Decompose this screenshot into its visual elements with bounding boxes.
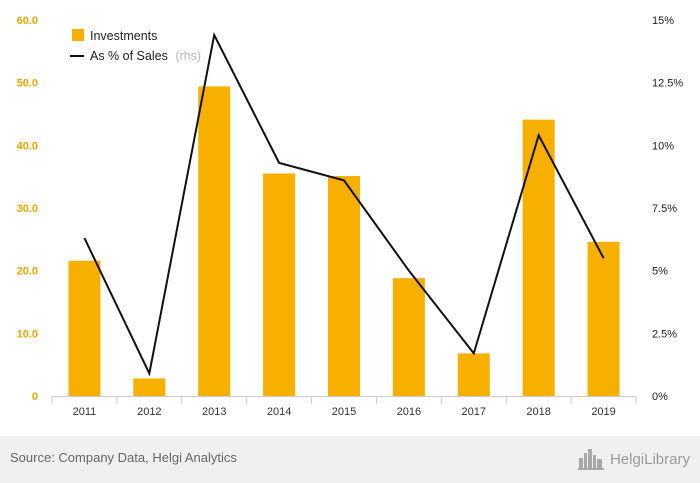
bar-2018 — [522, 119, 555, 396]
bar-2015 — [328, 176, 360, 396]
left-y-tick-label: 60.0 — [17, 15, 38, 27]
left-y-tick-label: 0 — [32, 391, 38, 403]
city-skyline-icon — [577, 449, 604, 470]
right-y-tick-label: 5% — [652, 266, 668, 278]
left-y-tick-label: 10.0 — [17, 328, 38, 340]
left-y-tick-label: 40.0 — [17, 140, 38, 152]
x-tick-label: 2018 — [526, 406, 550, 418]
x-tick-label: 2017 — [462, 406, 486, 418]
x-tick-label: 2016 — [397, 406, 421, 418]
right-y-tick-label: 10% — [652, 140, 674, 152]
x-tick-label: 2011 — [73, 406, 97, 418]
left-y-tick-label: 50.0 — [17, 78, 38, 90]
bar-2013 — [198, 86, 231, 396]
bar-2017 — [457, 353, 490, 396]
right-y-tick-label: 12.5% — [652, 78, 683, 90]
helgi-library-logo[interactable]: HelgiLibrary — [577, 448, 690, 470]
logo-text: HelgiLibrary — [609, 450, 690, 468]
x-tick-label: 2013 — [202, 406, 226, 418]
bar-2011 — [68, 260, 101, 396]
legend-bar-label: Investments — [90, 29, 157, 43]
source-note: Source: Company Data, Helgi Analytics — [10, 450, 237, 465]
right-y-tick-label: 2.5% — [652, 328, 677, 340]
legend-line-text: As % of Sales — [90, 49, 168, 63]
legend-bar-swatch — [72, 29, 84, 41]
x-tick-label: 2012 — [137, 406, 161, 418]
right-y-axis: 0% 2.5% 5% 7.5% 10% 12.5% 15% — [652, 15, 683, 403]
chart-footer: Source: Company Data, Helgi Analytics He… — [0, 436, 700, 483]
legend-line-label: As % of Sales (rhs) — [90, 49, 201, 63]
right-y-tick-label: 0% — [652, 391, 668, 403]
x-axis: 2011 2012 2013 2014 2015 2016 2017 2018 2019 — [51, 396, 637, 418]
right-y-tick-label: 7.5% — [652, 203, 677, 215]
line-series — [83, 31, 605, 377]
bar-2012 — [133, 378, 166, 396]
chart-legend: Investments As % of Sales (rhs) — [70, 29, 201, 63]
bar-2016 — [392, 278, 425, 396]
left-y-axis: 0 10.0 20.0 30.0 40.0 50.0 60.0 — [17, 15, 38, 403]
combo-chart: 2011 2012 2013 2014 2015 2016 2017 2018 2019 0 10… — [17, 15, 684, 418]
legend-rhs-note: (rhs) — [175, 49, 201, 63]
x-tick-label: 2019 — [591, 406, 615, 418]
x-tick-label: 2015 — [332, 406, 356, 418]
x-tick-label: 2014 — [267, 406, 291, 418]
bar-2014 — [263, 173, 296, 396]
right-y-tick-label: 15% — [652, 15, 674, 27]
left-y-tick-label: 20.0 — [17, 266, 38, 278]
bar-series — [68, 86, 620, 396]
bar-2019 — [587, 241, 620, 396]
left-y-tick-label: 30.0 — [17, 203, 38, 215]
